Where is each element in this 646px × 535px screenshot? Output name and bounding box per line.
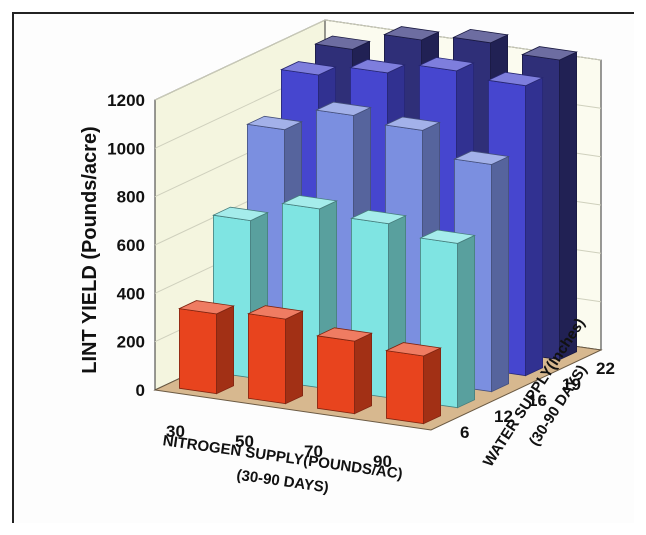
bar <box>385 342 442 425</box>
z-tick-label: 22 <box>596 359 615 378</box>
bar-top-face <box>315 101 372 116</box>
z-tick-label: 19 <box>562 375 581 394</box>
bar-top-face <box>280 61 337 76</box>
bar-top-face <box>452 28 509 44</box>
bar-side-face <box>285 310 304 405</box>
tick-labels: 0 200 400 600 800 1000 1200 30 50 70 90 6 12 16 19 22 <box>107 91 615 471</box>
gridline <box>154 19 602 101</box>
bar-front-face <box>316 335 356 415</box>
bar-front-face <box>178 308 218 395</box>
bar-top-face <box>349 59 406 74</box>
x-tick-label: 90 <box>373 452 392 471</box>
bar-top-face <box>314 35 371 50</box>
y-tick-label: 1200 <box>107 91 145 110</box>
bar-top-face <box>246 115 303 131</box>
bar-top-face <box>316 327 373 342</box>
bar-side-face <box>423 347 442 425</box>
bar-top-face <box>247 305 304 320</box>
x-tick-label: 70 <box>304 442 323 461</box>
bar-top-face <box>281 195 338 210</box>
bar-top-face <box>350 209 407 225</box>
y-tick-label: 600 <box>117 236 145 255</box>
bar-side-face <box>216 305 235 395</box>
y-axis-label: LINT YIELD (Pounds/acre) <box>79 126 101 373</box>
bar-front-face <box>385 350 425 425</box>
bar-top-face <box>384 116 441 131</box>
bar-top-face <box>418 57 475 72</box>
bar-side-face <box>525 77 543 377</box>
y-tick-label: 800 <box>117 188 145 207</box>
bar-top-face <box>212 206 269 222</box>
x-axis-label-line2: (30-90 DAYS) <box>235 467 329 497</box>
x-tick-label: 50 <box>235 432 254 451</box>
bar-top-face <box>178 300 235 315</box>
bar <box>247 305 304 405</box>
bar <box>316 327 373 415</box>
bar-top-face <box>419 229 476 244</box>
bars <box>178 26 578 425</box>
bar-front-face <box>247 313 287 405</box>
z-tick-label: 16 <box>528 391 547 410</box>
y-tick-label: 1000 <box>107 139 145 158</box>
bar-top-face <box>385 342 442 357</box>
y-tick-label: 200 <box>117 333 145 352</box>
z-tick-label: 12 <box>494 407 513 426</box>
z-tick-label: 6 <box>460 423 469 442</box>
bar-side-face <box>354 332 373 415</box>
bar-side-face <box>457 234 476 409</box>
y-tick-label: 0 <box>136 381 145 400</box>
x-tick-label: 30 <box>166 422 185 441</box>
bar-top-face <box>383 26 440 41</box>
bar <box>178 300 235 395</box>
bar-top-face <box>487 71 544 87</box>
bar-side-face <box>559 51 577 361</box>
bar-top-face <box>521 46 578 61</box>
bar-side-face <box>491 155 510 393</box>
y-tick-label: 400 <box>117 284 145 303</box>
bar-top-face <box>453 150 510 165</box>
